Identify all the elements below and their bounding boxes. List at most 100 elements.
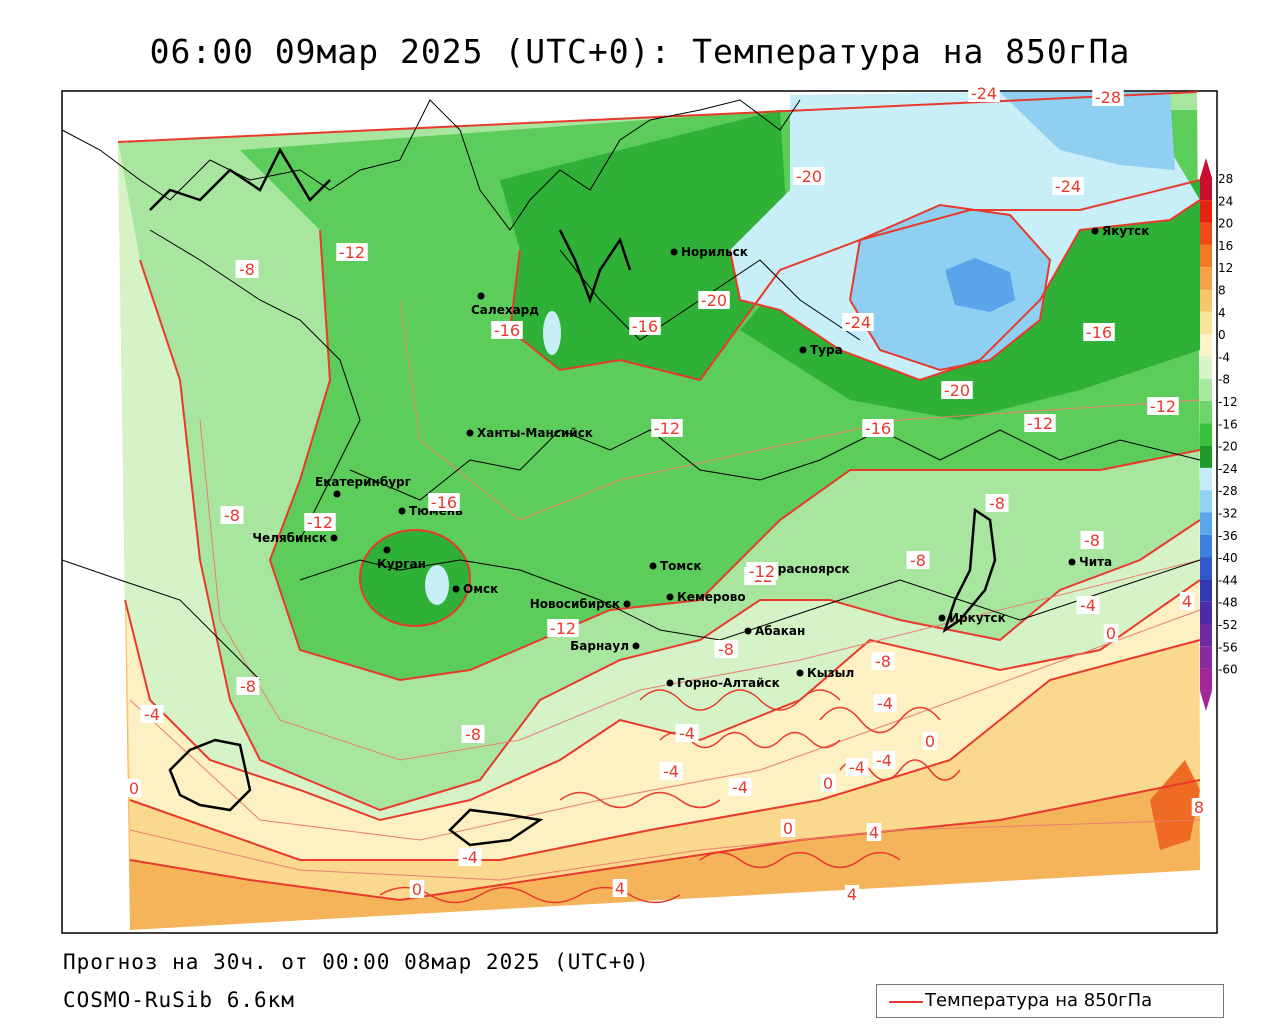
colorbar-tick-label: -48 [1218, 596, 1238, 610]
isotherm-label: -12 [550, 619, 576, 638]
city-label: Томск [660, 559, 702, 573]
isotherm-label-bg [1191, 798, 1207, 816]
isotherm-label-bg [871, 652, 895, 670]
colorbar-swatch [1200, 423, 1212, 446]
isotherm-label: -12 [1027, 414, 1053, 433]
isotherm-label-bg [458, 848, 482, 866]
isotherm-label-bg [968, 84, 1000, 102]
isotherm-label: -8 [239, 260, 255, 279]
colorbar-tick-label: -12 [1218, 395, 1238, 409]
isotherm-label-bg [612, 879, 628, 897]
colorbar-swatch [1200, 668, 1212, 691]
colorbar-tick-label: 20 [1218, 217, 1233, 231]
isotherm-label-bg [922, 732, 938, 750]
colorbar-swatch [1200, 200, 1212, 223]
isotherm-label: 0 [925, 732, 935, 751]
colorbar-tick-label: -36 [1218, 529, 1238, 543]
city-label: Челябинск [252, 531, 327, 545]
isotherm-label: -12 [307, 513, 333, 532]
city-label: Барнаул [570, 639, 629, 653]
isotherm-label: -8 [224, 506, 240, 525]
isotherm-label-bg [304, 513, 336, 531]
city-label: Норильск [681, 245, 748, 259]
city-marker [383, 546, 391, 554]
city-marker [623, 600, 631, 608]
isotherm-label: -24 [971, 84, 997, 103]
isotherm-label: -4 [876, 751, 892, 770]
isotherm-label-bg [235, 260, 259, 278]
city-label: Абакан [755, 624, 805, 638]
city-label: Кызыл [807, 666, 854, 680]
isotherm-label-bg [714, 640, 738, 658]
isotherm-label-bg [780, 819, 796, 837]
isotherm-label-bg [236, 677, 260, 695]
city-label: Горно-Алтайск [677, 676, 780, 690]
colorbar-swatch [1200, 490, 1212, 513]
isotherm-label-bg [728, 778, 752, 796]
isotherm-label-bg [1103, 624, 1119, 642]
colorbar-swatch [1200, 289, 1212, 312]
colorbar-tick-label: -24 [1218, 462, 1238, 476]
isotherm-label: -16 [865, 419, 891, 438]
colorbar-swatch [1200, 467, 1212, 491]
isotherm-label-bg [428, 493, 460, 511]
colorbar-top-arrow [1200, 158, 1212, 178]
isotherm-label-bg [906, 551, 930, 569]
isotherm-label: -4 [144, 705, 160, 724]
isotherm-label-bg [547, 619, 579, 637]
city-label: Тура [810, 343, 843, 357]
isotherm-label-bg [866, 823, 882, 841]
isotherm-label: -24 [845, 313, 871, 332]
city-marker [649, 562, 657, 570]
isotherm-label: -4 [849, 758, 865, 777]
isotherm-label-bg [872, 751, 896, 769]
colorbar-tick-label: -28 [1218, 484, 1238, 498]
isotherm-label: -8 [465, 725, 481, 744]
temperature-field [117, 91, 1201, 930]
isotherm-label: -16 [632, 317, 658, 336]
isotherm-label-bg [140, 705, 164, 723]
city-marker [744, 627, 752, 635]
isotherm-label: -16 [1086, 323, 1112, 342]
colorbar-tick-label: 12 [1218, 261, 1233, 275]
isotherm-label-bg [820, 774, 836, 792]
isotherm-label-bg [1083, 323, 1115, 341]
city-marker [398, 507, 406, 515]
city-label: Омск [463, 582, 498, 596]
city-label: Якутск [1102, 224, 1149, 238]
isotherm-label-bg [793, 167, 825, 185]
zone-far-ne-cold [1000, 92, 1175, 170]
colorbar-tick-label: -20 [1218, 440, 1238, 454]
isotherm-label: -4 [663, 762, 679, 781]
colorbar-swatch [1200, 445, 1212, 468]
isotherm-label-bg [873, 694, 897, 712]
isotherm-label: -4 [732, 778, 748, 797]
isotherm-label: -16 [494, 321, 520, 340]
isotherm-label: 4 [869, 823, 879, 842]
isotherm-label: -8 [240, 677, 256, 696]
colorbar-tick-label: 8 [1218, 284, 1226, 298]
coast-bold [149, 147, 997, 847]
isotherm-label-bg [985, 494, 1009, 512]
isotherm-label: -8 [989, 494, 1005, 513]
isotherm-label-bg [1147, 397, 1179, 415]
isotherm-label-bg [1024, 414, 1056, 432]
colorbar-swatch [1200, 401, 1212, 424]
colorbar-swatch [1200, 356, 1212, 379]
city-marker [1068, 558, 1076, 566]
isotherm-label-bg [698, 291, 730, 309]
isotherm-label-bg [1080, 531, 1104, 549]
zone-minus32-minus28 [945, 258, 1015, 312]
isotherm-label: -4 [877, 694, 893, 713]
isotherm-label: -16 [431, 493, 457, 512]
isotherm-label-bg [845, 758, 869, 776]
forecast-info: Прогноз на 30ч. от 00:00 08мар 2025 (UTC… [63, 950, 650, 974]
isotherm-label-bg [1179, 592, 1195, 610]
city-marker [666, 593, 674, 601]
isotherm-label-bg [461, 725, 485, 743]
isotherm-label: -24 [1055, 177, 1081, 196]
legend: Температура на 850гПа [876, 984, 1224, 1018]
isotherm-label: 0 [129, 779, 139, 798]
city-layer: Якутск Норильск Салехард Тура Ханты-Мансийск… [252, 224, 1149, 690]
